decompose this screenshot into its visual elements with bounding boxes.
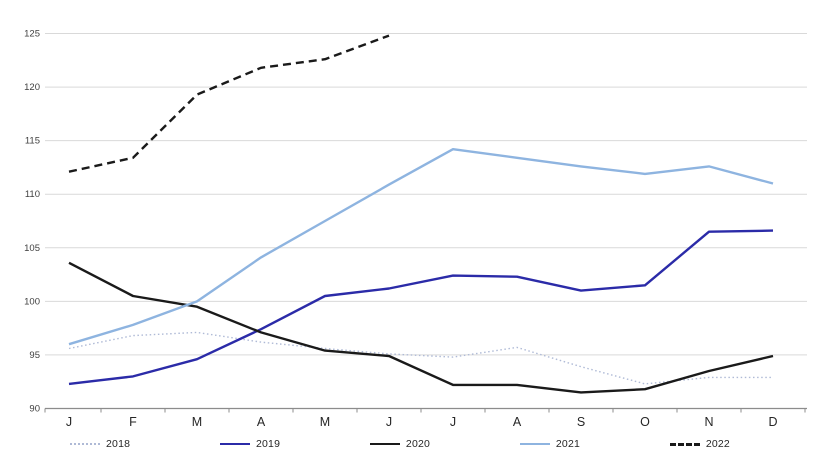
legend-line-sample-2022 [669, 442, 700, 446]
legend-label-2019: 2019 [255, 438, 281, 450]
x-axis-month-label: A [513, 415, 522, 429]
series-line-2019 [68, 229, 774, 386]
legend-item-2018: 2018 [70, 438, 130, 450]
x-axis-month-label: J [386, 415, 392, 429]
legend-line-sample-2020 [369, 443, 400, 445]
x-axis-month-label: J [66, 415, 72, 429]
legend-label-2021: 2021 [555, 438, 581, 450]
series-line-2021 [68, 147, 774, 346]
x-axis-month-label: O [640, 415, 650, 429]
y-axis-tick-label: 120 [24, 82, 40, 93]
series-line-2022 [68, 34, 390, 173]
legend-item-2021: 2021 [519, 438, 581, 450]
legend-line-sample-2018 [70, 443, 100, 445]
x-axis-month-label: S [577, 415, 585, 429]
x-axis-month-label: N [704, 415, 713, 429]
y-axis-tick-label: 90 [29, 404, 40, 415]
legend-line-sample-2019 [219, 443, 250, 445]
legend-label-2020: 2020 [405, 438, 431, 450]
x-axis-month-label: F [129, 415, 137, 429]
legend-item-2020: 2020 [369, 438, 431, 450]
y-axis-tick-label: 95 [29, 350, 40, 361]
legend-label-2022: 2022 [705, 438, 730, 450]
x-axis-month-label: D [768, 415, 777, 429]
y-axis-tick-label: 125 [24, 29, 40, 40]
x-axis-month-label: A [257, 415, 266, 429]
legend-line-sample-2021 [519, 443, 550, 445]
legend-item-2022: 2022 [669, 438, 730, 450]
legend-label-2018: 2018 [106, 438, 131, 450]
y-axis-tick-label: 100 [24, 296, 40, 307]
y-axis-tick-label: 110 [25, 189, 40, 200]
y-axis-tick-label: 115 [25, 136, 40, 147]
series-line-2018 [68, 331, 773, 385]
x-axis-month-label: M [192, 415, 202, 429]
x-axis-month-label: M [320, 415, 330, 429]
line-chart: 90 95 100 105 110 115 120 125 J F M A M J J A S O N D [24, 29, 807, 429]
chart-legend: 2018 2019 2020 2021 2022 [70, 431, 730, 457]
y-axis-tick-label: 105 [24, 243, 40, 254]
legend-item-2019: 2019 [219, 438, 281, 450]
x-axis-month-label: J [450, 415, 456, 429]
